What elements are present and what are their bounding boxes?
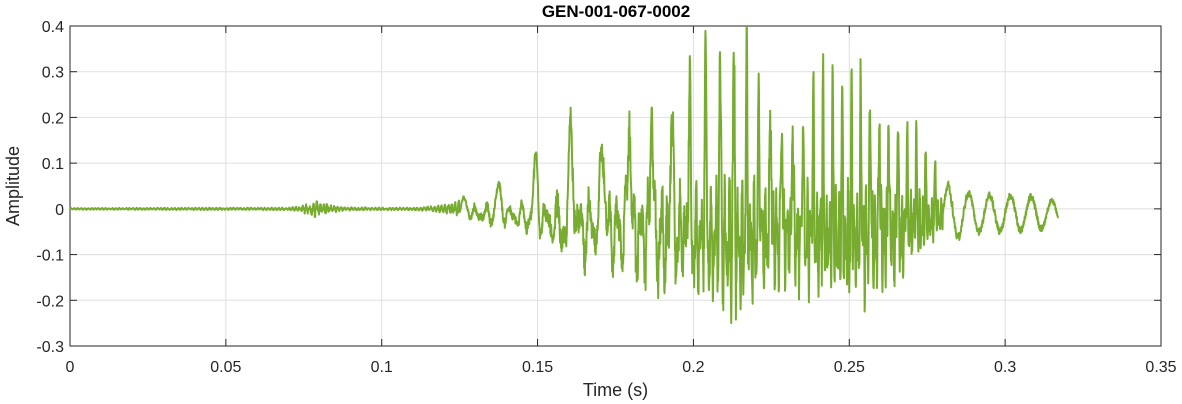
- grid: [69, 25, 1162, 347]
- y-tick-label: 0.3: [42, 65, 64, 82]
- x-tick-label: 0.3: [994, 359, 1016, 376]
- waveform-series-line: [69, 25, 1059, 325]
- y-tick-label: 0.4: [42, 19, 64, 36]
- x-tick-label: 0.15: [522, 359, 553, 376]
- axis-ticks: 0 0.05 0.1 0.15 0.2 0.25 0.3 0.35 -0.3 -0.2 -0.1 0 0…: [36, 19, 1176, 376]
- y-axis-label: Amplitude: [3, 146, 23, 226]
- y-tick-label: 0.1: [42, 156, 64, 173]
- y-tick-label: -0.2: [36, 293, 64, 310]
- y-tick-label: 0: [55, 202, 64, 219]
- chart-title: GEN-001-067-0002: [542, 2, 690, 21]
- y-tick-label: 0.2: [42, 110, 64, 127]
- x-tick-label: 0.35: [1145, 359, 1176, 376]
- x-axis-label: Time (s): [583, 380, 648, 400]
- y-tick-label: -0.3: [36, 339, 64, 356]
- x-tick-label: 0: [66, 359, 75, 376]
- x-tick-label: 0.1: [371, 359, 393, 376]
- y-tick-label: -0.1: [36, 248, 64, 265]
- plot-area-frame: [69, 25, 1162, 347]
- x-tick-label: 0.05: [210, 359, 241, 376]
- x-tick-label: 0.25: [834, 359, 865, 376]
- x-tick-label: 0.2: [682, 359, 704, 376]
